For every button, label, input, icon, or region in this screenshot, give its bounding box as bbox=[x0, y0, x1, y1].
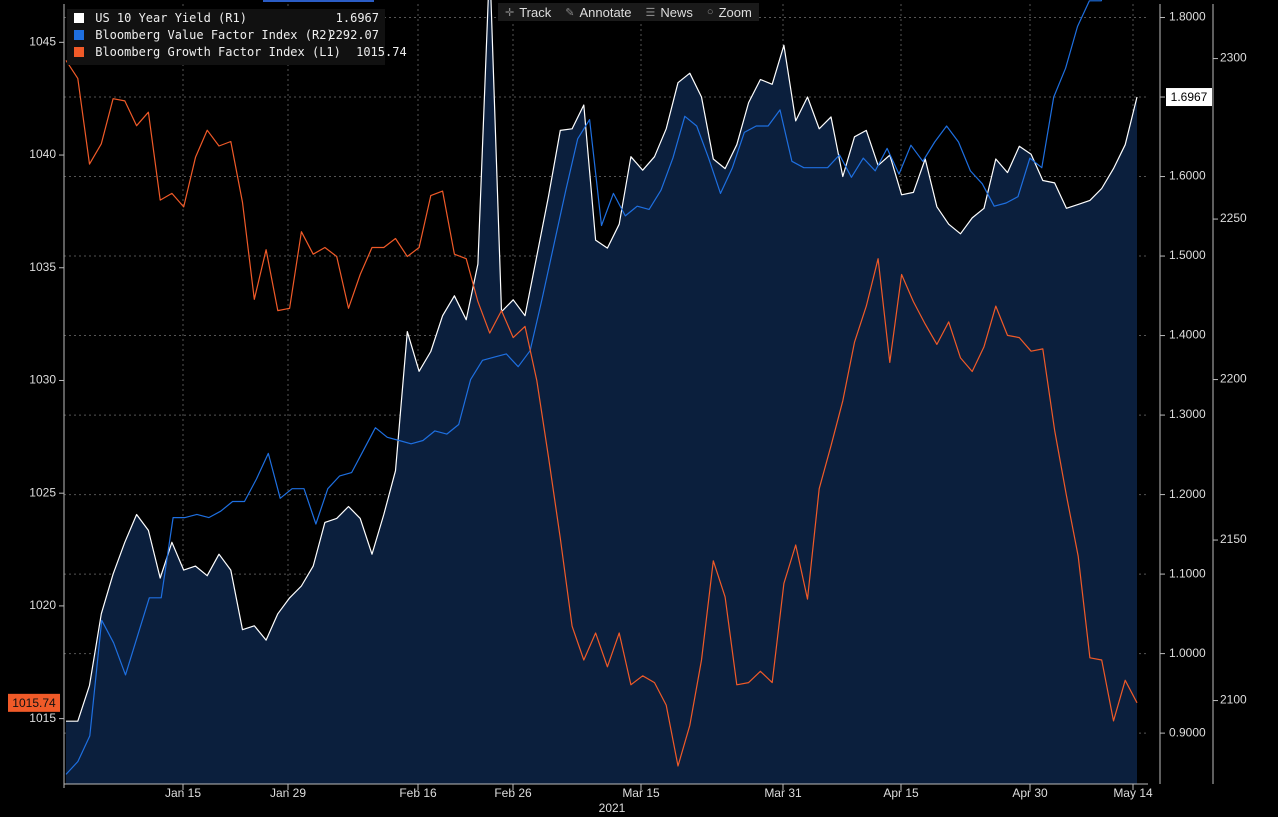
right-axis-1-tick-label: 1.2000 bbox=[1169, 487, 1206, 501]
x-axis-tick-label: Feb 16 bbox=[399, 786, 437, 800]
right-axis-1-tick-label: 1.1000 bbox=[1169, 566, 1206, 580]
left-axis-tick-label: 1015 bbox=[29, 711, 56, 725]
series-line-0 bbox=[66, 0, 1138, 722]
news-label: News bbox=[660, 4, 693, 20]
track-label: Track bbox=[519, 4, 552, 20]
right-axis-2-tick-label: 2200 bbox=[1220, 372, 1247, 386]
legend-swatch-orange bbox=[74, 47, 84, 57]
series-line-2 bbox=[65, 60, 1138, 767]
left-axis-tick-label: 1040 bbox=[29, 147, 56, 161]
right-axis-1-tick-label: 1.4000 bbox=[1169, 328, 1206, 342]
annotate-label: Annotate bbox=[579, 4, 632, 20]
news-button[interactable]: ☰ News bbox=[639, 3, 700, 21]
x-axis-year-label: 2021 bbox=[599, 801, 626, 815]
x-axis-tick-label: Jan 15 bbox=[165, 786, 201, 800]
chart-legend: US 10 Year Yield (R1) 1.6967 Bloomberg V… bbox=[67, 9, 407, 65]
legend-swatch-blue bbox=[74, 30, 84, 40]
right-axis-1-tick-label: 0.9000 bbox=[1169, 725, 1206, 739]
right-axis-2-tick-label: 2300 bbox=[1220, 51, 1247, 65]
legend-value: 1.6967 bbox=[335, 11, 379, 25]
annotate-button[interactable]: ✎ Annotate bbox=[558, 3, 638, 21]
right-axis-2-tick-label: 2100 bbox=[1220, 693, 1247, 707]
legend-label: US 10 Year Yield (R1) bbox=[95, 11, 247, 25]
right-axis-2-tick-label: 2250 bbox=[1220, 211, 1247, 225]
growth-last-value-flag-bg bbox=[8, 693, 60, 712]
x-axis-tick-label: Mar 31 bbox=[764, 786, 802, 800]
legend-label: Bloomberg Value Factor Index (R2) bbox=[95, 28, 334, 42]
left-axis-tick-label: 1045 bbox=[29, 34, 56, 48]
legend-entry-growth-factor[interactable]: Bloomberg Growth Factor Index (L1) 1015.… bbox=[67, 44, 407, 60]
right-axis-1-tick-label: 1.6000 bbox=[1169, 169, 1206, 183]
legend-entry-value-factor[interactable]: Bloomberg Value Factor Index (R2) 2292.0… bbox=[67, 27, 385, 43]
zoom-label: Zoom bbox=[718, 4, 752, 20]
left-axis-tick-label: 1020 bbox=[29, 598, 56, 612]
yield-last-value-flag: 1.6967 bbox=[1171, 90, 1208, 104]
legend-value: 1015.74 bbox=[356, 45, 407, 59]
right-axis-1-tick-label: 1.5000 bbox=[1169, 248, 1206, 262]
track-button[interactable]: ✛ Track bbox=[498, 3, 558, 21]
legend-label: Bloomberg Growth Factor Index (L1) bbox=[95, 45, 341, 59]
left-axis-tick-label: 1030 bbox=[29, 373, 56, 387]
x-axis-tick-label: Feb 26 bbox=[494, 786, 532, 800]
series-line-1 bbox=[65, 0, 1103, 775]
active-panel-indicator bbox=[263, 0, 374, 2]
right-axis-1-tick-label: 1.0000 bbox=[1169, 646, 1206, 660]
x-axis-tick-label: May 14 bbox=[1113, 786, 1153, 800]
pencil-icon: ✎ bbox=[565, 6, 575, 19]
right-axis-1-tick-label: 1.8000 bbox=[1169, 10, 1206, 24]
news-icon: ☰ bbox=[645, 6, 656, 19]
magnifier-icon: ○ bbox=[706, 6, 714, 18]
yield-last-value-flag-bg bbox=[1166, 88, 1212, 107]
legend-value: 2292.07 bbox=[328, 28, 379, 42]
right-axis-1-tick-label: 1.3000 bbox=[1169, 407, 1206, 421]
x-axis-tick-label: Apr 30 bbox=[1012, 786, 1048, 800]
left-axis-tick-label: 1035 bbox=[29, 260, 56, 274]
right-axis-2-tick-label: 2150 bbox=[1220, 532, 1247, 546]
x-axis-tick-label: Apr 15 bbox=[883, 786, 919, 800]
legend-swatch-white bbox=[74, 13, 84, 23]
legend-entry-yield[interactable]: US 10 Year Yield (R1) 1.6967 bbox=[67, 10, 385, 26]
growth-last-value-flag: 1015.74 bbox=[12, 696, 56, 710]
left-axis-tick-label: 1025 bbox=[29, 485, 56, 499]
x-axis-tick-label: Jan 29 bbox=[270, 786, 306, 800]
yield-area-fill bbox=[66, 0, 1137, 784]
chart-toolbar: ✛ Track ✎ Annotate ☰ News ○ Zoom bbox=[498, 3, 759, 21]
crosshair-icon: ✛ bbox=[505, 6, 515, 19]
x-axis-tick-label: Mar 15 bbox=[622, 786, 660, 800]
zoom-button[interactable]: ○ Zoom bbox=[700, 3, 759, 21]
